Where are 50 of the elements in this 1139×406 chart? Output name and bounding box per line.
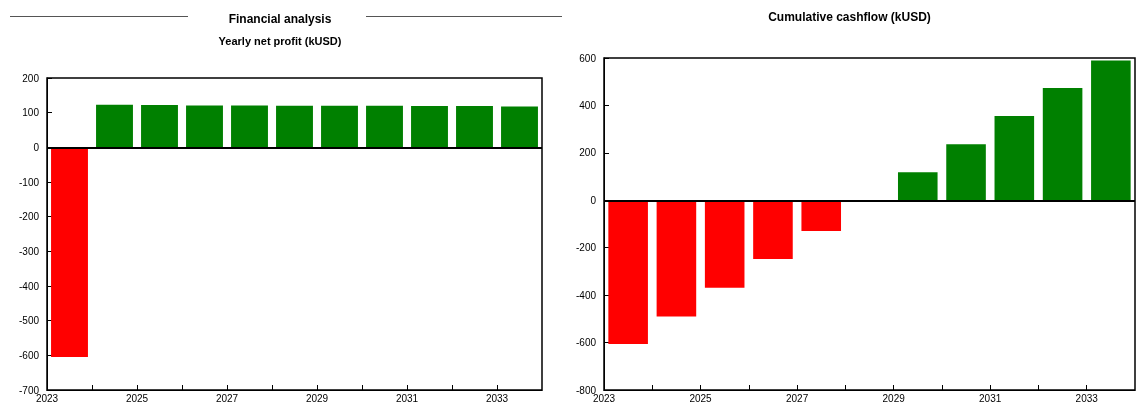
y-tick-label: 0: [590, 194, 597, 206]
y-tick-label: 600: [579, 52, 597, 64]
y-tick-label: 100: [22, 107, 40, 119]
x-tick-label: 2025: [125, 392, 149, 404]
y-tick-label: 400: [579, 99, 597, 111]
bar: [801, 200, 842, 231]
y-tick-label: 0: [33, 141, 40, 153]
y-tick-label: 200: [579, 147, 597, 159]
bar: [897, 172, 938, 201]
bar: [753, 200, 793, 260]
chart-subtitle: Yearly net profit (kUSD): [218, 34, 342, 47]
x-tick-label: 2027: [215, 392, 239, 404]
y-tick-label: -200: [575, 242, 597, 254]
bar: [366, 105, 403, 148]
bar: [276, 105, 313, 148]
x-tick-label: 2031: [395, 392, 419, 404]
bar: [96, 104, 133, 148]
bar: [456, 106, 493, 148]
y-tick-label: -200: [18, 211, 40, 223]
y-tick-label: 200: [22, 72, 40, 84]
bar: [994, 116, 1035, 201]
bar: [51, 147, 88, 358]
bar: [946, 144, 986, 201]
x-tick-label: 2033: [1075, 392, 1099, 404]
x-tick-label: 2029: [882, 392, 906, 404]
bar: [231, 105, 268, 148]
y-tick-label: -300: [18, 245, 40, 257]
y-tick-label: -500: [18, 315, 40, 327]
x-tick-label: 2029: [305, 392, 329, 404]
bar: [411, 106, 448, 148]
bar: [1042, 88, 1083, 201]
y-tick-label: -600: [575, 337, 597, 349]
bar: [321, 105, 358, 148]
bar: [704, 200, 745, 288]
bar: [501, 106, 538, 148]
bar: [656, 200, 697, 317]
bar: [608, 200, 648, 344]
x-tick-label: 2031: [979, 392, 1002, 404]
y-tick-label: -400: [575, 289, 597, 301]
chart-title: Cumulative cashflow (kUSD): [768, 10, 931, 24]
x-tick-label: 2025: [689, 392, 713, 404]
y-tick-label: -400: [18, 280, 40, 292]
bar: [141, 105, 178, 148]
x-tick-label: 2033: [485, 392, 509, 404]
chart-title: Financial analysis: [228, 12, 332, 26]
y-tick-label: -600: [18, 349, 40, 361]
bar: [186, 105, 223, 148]
y-tick-label: -100: [18, 176, 40, 188]
x-tick-label: 2027: [785, 392, 809, 404]
bar: [1091, 60, 1131, 201]
